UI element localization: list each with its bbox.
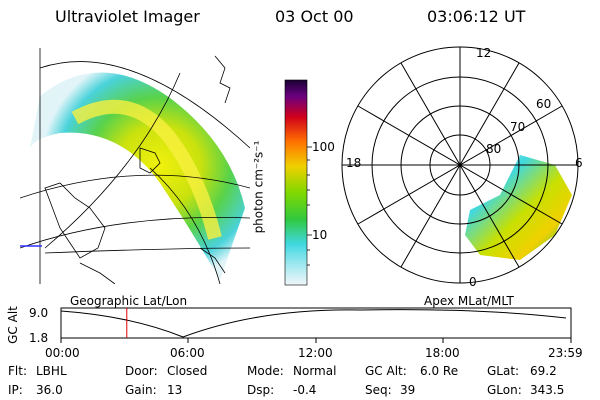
lon-line — [44, 247, 250, 254]
status-key: Flt: — [8, 364, 27, 378]
mlat-label-80: 80 — [486, 142, 502, 156]
status-value: LBHL — [36, 364, 67, 378]
mlt-label-6: 6 — [575, 156, 583, 170]
left-panel-caption: Geographic Lat/Lon — [70, 294, 188, 308]
timeline-xtick: 06:00 — [170, 346, 205, 360]
right-panel-caption: Apex MLat/MLT — [424, 294, 514, 308]
status-key: Seq: — [365, 383, 392, 397]
status-key: IP: — [8, 383, 23, 397]
lat-line — [20, 216, 250, 249]
status-value: 36.0 — [36, 383, 63, 397]
mlt-label-12: 12 — [476, 46, 492, 60]
time-label: 03:06:12 UT — [427, 7, 526, 26]
colorbar — [284, 79, 312, 286]
timeline-xtick: 18:00 — [425, 346, 460, 360]
timeline-xtick: 12:00 — [298, 346, 333, 360]
status-value: -0.4 — [293, 383, 317, 397]
status-value: 6.0 Re — [420, 364, 459, 378]
auroral-oval — [465, 155, 572, 260]
mlt-label-0: 0 — [469, 275, 477, 289]
timeline-xtick: 00:00 — [45, 346, 80, 360]
status-key: Dsp: — [247, 383, 275, 397]
polar-plot — [341, 46, 579, 284]
auroral-oval — [30, 72, 245, 280]
colorbar-tick-100: 100 — [312, 140, 335, 154]
altitude-curve — [60, 309, 567, 338]
status-key: GLon: — [487, 383, 522, 397]
timeline-ylabel: GC Alt — [5, 306, 20, 344]
timeline-ytick-max: 9.0 — [29, 306, 49, 320]
status-value: 13 — [167, 383, 183, 397]
status-value: 343.5 — [530, 383, 565, 397]
mlt-label-18: 18 — [346, 156, 362, 170]
lat-line — [20, 174, 250, 199]
status-value: 69.2 — [530, 364, 557, 378]
timeline-ytick-min: 1.8 — [29, 331, 49, 345]
status-value: Closed — [167, 364, 208, 378]
colorbar-label: photon cm⁻²s⁻¹ — [251, 140, 266, 234]
status-key: GC Alt: — [365, 364, 407, 378]
timeline-xtick: 23:59 — [548, 346, 583, 360]
mlat-label-60: 60 — [536, 97, 552, 111]
status-key: Mode: — [247, 364, 284, 378]
status-key: Gain: — [125, 383, 157, 397]
lon-line — [149, 167, 221, 284]
timeline-plot — [60, 307, 572, 343]
lat-line — [39, 61, 250, 149]
status-key: Door: — [125, 364, 158, 378]
status-value: 39 — [400, 383, 416, 397]
colorbar-tick-10: 10 — [312, 228, 328, 242]
coastline — [44, 55, 231, 284]
lon-line — [44, 72, 181, 249]
status-key: GLat: — [487, 364, 520, 378]
mlat-label-70: 70 — [510, 120, 526, 134]
app-title: Ultraviolet Imager — [55, 7, 200, 26]
date-label: 03 Oct 00 — [275, 7, 354, 26]
status-value: Normal — [293, 364, 337, 378]
geographic-map — [20, 48, 250, 284]
